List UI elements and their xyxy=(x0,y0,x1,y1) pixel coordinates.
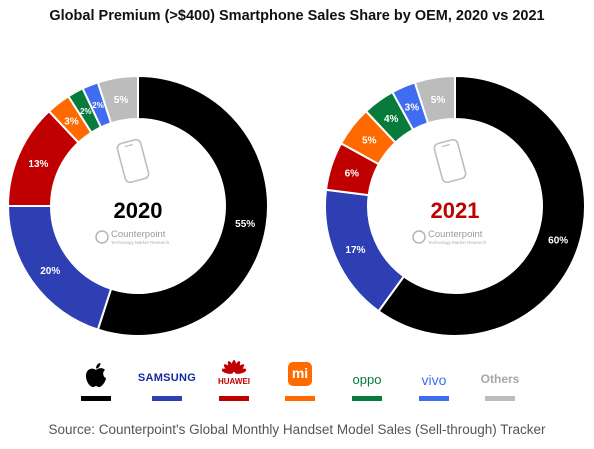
data-label-huawei: 13% xyxy=(28,159,48,170)
data-label-others: 5% xyxy=(431,95,446,106)
data-label-xiaomi: 5% xyxy=(362,135,377,146)
donut-chart-2021: 60% 17% 6% 5% 4% 3% 5% 2021 CounterpointTechnolo… xyxy=(324,74,586,337)
data-label-huawei: 6% xyxy=(345,168,360,179)
source-note: Source: Counterpoint's Global Monthly Ha… xyxy=(48,422,546,437)
legend-item-apple xyxy=(60,360,132,406)
data-label-oppo: 2% xyxy=(80,107,92,116)
legend-swatch-oppo xyxy=(352,396,382,401)
legend-logo-text: oppo xyxy=(352,372,382,387)
data-label-apple: 55% xyxy=(235,219,255,230)
legend-item-xiaomi: mi xyxy=(264,360,336,406)
chart-title: Global Premium (>$400) Smartphone Sales … xyxy=(49,8,545,24)
watermark-name: Counterpoint xyxy=(111,229,166,240)
watermark-name: Counterpoint xyxy=(428,229,483,240)
legend-logo-text: Others xyxy=(480,372,520,386)
center-year-label: 2020 xyxy=(114,198,163,223)
legend-logo-text: vivo xyxy=(421,372,447,388)
slice-apple xyxy=(96,74,269,337)
data-label-vivo: 2% xyxy=(92,101,104,110)
legend-swatch-apple xyxy=(81,396,111,401)
counterpoint-logo-icon xyxy=(95,230,109,244)
huawei-logo-icon: HUAWEI xyxy=(198,360,270,386)
legend-item-samsung: SAMSUNG xyxy=(131,360,203,406)
data-label-vivo: 3% xyxy=(405,102,420,113)
legend-item-others: Others xyxy=(464,360,536,406)
phone-icon xyxy=(116,138,150,184)
legend-logo-text: mi xyxy=(288,362,312,386)
slice-apple xyxy=(377,74,586,337)
donut-charts: 55%20%13%3%2%2% 5%2020CounterpointTechnol… xyxy=(6,74,586,337)
data-label-samsung: 17% xyxy=(345,245,365,256)
phone-icon xyxy=(433,138,467,184)
legend-swatch-samsung xyxy=(152,396,182,401)
legend-swatch-huawei xyxy=(219,396,249,401)
donut-chart-2020: 55%20%13%3%2%2% 5%2020CounterpointTechnol… xyxy=(6,74,269,337)
data-label-oppo: 4% xyxy=(384,114,399,125)
watermark-tagline: Technology Market Research xyxy=(111,240,170,245)
legend-item-oppo: oppo xyxy=(331,360,403,406)
counterpoint-logo-icon xyxy=(412,230,426,244)
watermark-tagline: Technology Market Research xyxy=(428,240,487,245)
slice-others xyxy=(413,74,456,125)
legend-item-huawei: HUAWEI xyxy=(198,360,270,406)
data-label-samsung: 20% xyxy=(40,266,60,277)
apple-logo-icon xyxy=(60,362,132,391)
legend-logo-text: HUAWEI xyxy=(218,377,250,386)
legend-swatch-others xyxy=(485,396,515,401)
legend-swatch-xiaomi xyxy=(285,396,315,401)
legend-item-vivo: vivo xyxy=(398,360,470,406)
slice-others xyxy=(96,74,139,125)
legend-swatch-vivo xyxy=(419,396,449,401)
data-label-xiaomi: 3% xyxy=(64,116,79,127)
center-year-label: 2021 xyxy=(431,198,480,223)
xiaomi-logo-icon: mi xyxy=(264,362,336,386)
legend-logo-text: SAMSUNG xyxy=(137,372,197,384)
data-label-apple: 60% xyxy=(548,236,568,247)
data-label-others: 5% xyxy=(114,95,129,106)
